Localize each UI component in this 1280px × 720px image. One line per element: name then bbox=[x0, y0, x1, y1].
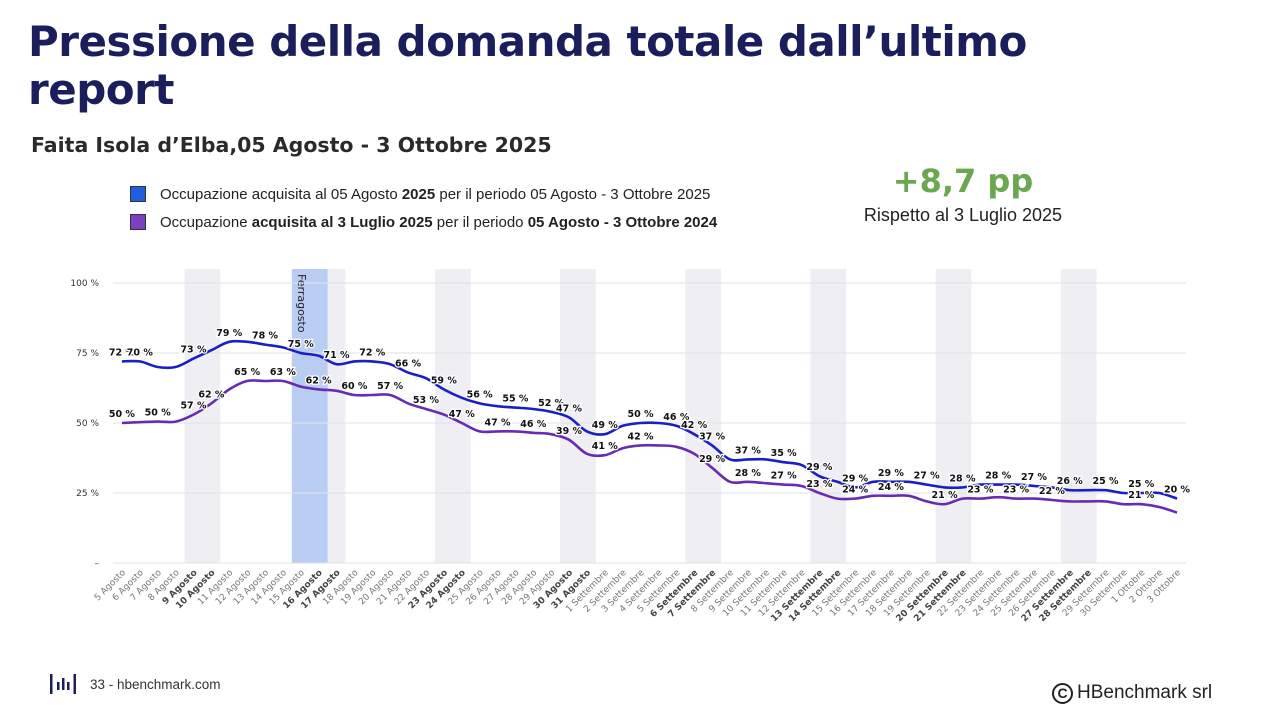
data-label: 50 % bbox=[628, 409, 655, 420]
data-label: 73 % bbox=[180, 345, 207, 356]
data-label: 35 % bbox=[771, 448, 798, 459]
legend-label-2024: Occupazione acquisita al 3 Luglio 2025 p… bbox=[160, 214, 717, 231]
data-label: 63 % bbox=[270, 367, 297, 378]
data-label: 29 % bbox=[806, 462, 833, 473]
data-label: 46 % bbox=[663, 412, 690, 423]
data-label: 75 % bbox=[288, 339, 315, 350]
data-label: 23 % bbox=[806, 479, 833, 490]
legend-item-2024: Occupazione acquisita al 3 Luglio 2025 p… bbox=[130, 208, 717, 236]
weekend-band bbox=[935, 269, 972, 563]
data-label: 47 % bbox=[484, 417, 511, 428]
data-label: 59 % bbox=[431, 375, 458, 386]
legend-text-part: per il periodo bbox=[432, 213, 528, 231]
data-label: 29 % bbox=[699, 454, 726, 465]
ferragosto-band bbox=[291, 269, 328, 563]
data-label: 26 % bbox=[1057, 476, 1084, 487]
data-label: 42 % bbox=[681, 420, 708, 431]
data-label: 55 % bbox=[502, 394, 529, 405]
data-label: 53 % bbox=[413, 395, 440, 406]
y-tick-label: – bbox=[95, 559, 100, 569]
legend-text-part: per il periodo 05 Agosto - 3 Ottobre 202… bbox=[435, 185, 711, 203]
kpi-delta-value: +8,7 pp bbox=[892, 162, 1034, 200]
data-label: 47 % bbox=[449, 409, 476, 420]
data-label: 60 % bbox=[341, 381, 368, 392]
legend-text-part: acquisita al 3 Luglio 2025 bbox=[251, 213, 433, 231]
data-label: 21 % bbox=[932, 490, 959, 501]
data-label: 49 % bbox=[592, 420, 619, 431]
data-label: 37 % bbox=[735, 445, 762, 456]
data-label: 70 % bbox=[127, 347, 154, 358]
data-label: 72 % bbox=[109, 347, 136, 358]
data-label: 21 % bbox=[1128, 490, 1155, 501]
data-label: 28 % bbox=[949, 473, 976, 484]
data-label: 66 % bbox=[395, 359, 422, 370]
ferragosto-label: Ferragosto bbox=[295, 274, 308, 333]
data-label: 46 % bbox=[520, 419, 547, 430]
data-label: 78 % bbox=[252, 331, 279, 342]
data-label: 28 % bbox=[985, 471, 1012, 482]
data-label: 23 % bbox=[1003, 485, 1030, 496]
footer-copyright: C HBenchmark srl bbox=[1052, 682, 1212, 704]
legend-text-part: 2025 bbox=[401, 185, 436, 203]
legend-item-2025: Occupazione acquisita al 05 Agosto 2025 … bbox=[130, 180, 717, 208]
data-label: 62 % bbox=[306, 375, 333, 386]
legend-swatch-2024 bbox=[130, 214, 146, 230]
data-label: 37 % bbox=[699, 431, 726, 442]
data-label: 50 % bbox=[145, 408, 172, 419]
data-label: 42 % bbox=[628, 431, 655, 442]
data-label: 72 % bbox=[359, 347, 386, 358]
footer-page-number: 33 - hbenchmark.com bbox=[90, 676, 221, 692]
y-tick-label: 25 % bbox=[76, 489, 99, 499]
data-label: 23 % bbox=[967, 485, 994, 496]
weekend-band bbox=[1060, 269, 1097, 563]
footer-copyright-text: HBenchmark srl bbox=[1077, 682, 1213, 703]
data-label: 29 % bbox=[842, 473, 869, 484]
data-label: 41 % bbox=[592, 441, 619, 452]
series-line-2024 bbox=[121, 379, 1178, 514]
data-label: 20 % bbox=[1164, 485, 1191, 496]
data-label: 47 % bbox=[556, 403, 583, 414]
data-label: 29 % bbox=[878, 468, 905, 479]
data-label: 65 % bbox=[234, 367, 261, 378]
page-title: Pressione della domanda totale dall’ulti… bbox=[28, 17, 1027, 114]
series-line-2025 bbox=[121, 339, 1178, 500]
data-label: 25 % bbox=[1128, 479, 1155, 490]
y-tick-label: 75 % bbox=[76, 349, 99, 359]
data-label: 56 % bbox=[467, 389, 494, 400]
legend-text-part: 05 Agosto - 3 Ottobre 2024 bbox=[527, 213, 718, 231]
occupancy-line-chart: Ferragosto–25 %50 %75 %100 %72 %70 % 73 %… bbox=[70, 269, 1192, 624]
weekend-band bbox=[685, 269, 722, 563]
legend-text-part: Occupazione bbox=[160, 213, 252, 231]
data-label: 57 % bbox=[377, 381, 404, 392]
data-label: 57 % bbox=[180, 401, 207, 412]
data-label: 24 % bbox=[878, 482, 905, 493]
chart-legend: Occupazione acquisita al 05 Agosto 2025 … bbox=[130, 180, 717, 236]
data-label: 50 % bbox=[109, 409, 136, 420]
copyright-icon: C bbox=[1052, 682, 1073, 704]
weekend-band bbox=[810, 269, 847, 563]
data-label: 79 % bbox=[216, 328, 243, 339]
data-label: 71 % bbox=[324, 350, 351, 361]
legend-swatch-2025 bbox=[130, 186, 146, 202]
data-label: 28 % bbox=[735, 468, 762, 479]
y-tick-label: 100 % bbox=[70, 279, 99, 289]
chart-subtitle: Faita Isola d’Elba,05 Agosto - 3 Ottobre… bbox=[31, 133, 552, 157]
data-label: 27 % bbox=[771, 471, 798, 482]
data-label: 24 % bbox=[842, 485, 869, 496]
y-tick-label: 50 % bbox=[76, 419, 99, 429]
data-label: 39 % bbox=[556, 426, 583, 437]
data-label: 22 % bbox=[1039, 486, 1066, 497]
data-label: 62 % bbox=[198, 389, 225, 400]
data-label: 27 % bbox=[1021, 472, 1048, 483]
data-label: 25 % bbox=[1093, 476, 1120, 487]
legend-label-2025: Occupazione acquisita al 05 Agosto 2025 … bbox=[160, 186, 710, 203]
weekend-band bbox=[434, 269, 471, 563]
kpi-delta-note: Rispetto al 3 Luglio 2025 bbox=[863, 205, 1063, 225]
data-label: 27 % bbox=[914, 471, 941, 482]
data-label: 52 % bbox=[538, 398, 565, 409]
hbenchmark-logo-icon bbox=[50, 674, 76, 694]
footer-page-info: 33 - hbenchmark.com bbox=[50, 672, 221, 696]
legend-text-part: Occupazione acquisita al 05 Agosto bbox=[160, 185, 402, 203]
